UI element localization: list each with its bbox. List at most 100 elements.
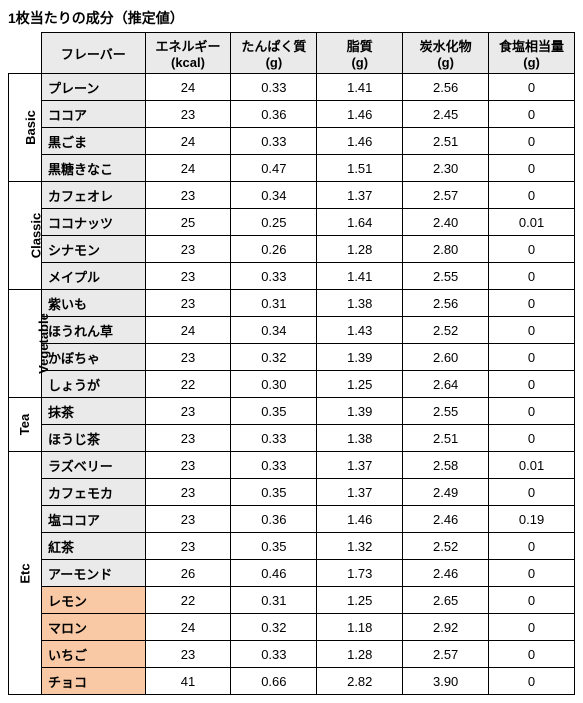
- value-cell: 0: [489, 668, 575, 695]
- table-row: 黒糖きなこ240.471.512.300: [9, 155, 575, 182]
- flavor-cell: しょうが: [42, 371, 146, 398]
- value-cell: 0: [489, 74, 575, 101]
- value-cell: 0.35: [231, 533, 317, 560]
- value-cell: 23: [145, 236, 231, 263]
- value-cell: 1.38: [317, 290, 403, 317]
- value-cell: 1.43: [317, 317, 403, 344]
- table-row: マロン240.321.182.920: [9, 614, 575, 641]
- value-cell: 0: [489, 479, 575, 506]
- value-cell: 24: [145, 317, 231, 344]
- value-cell: 1.37: [317, 182, 403, 209]
- flavor-cell: 黒糖きなこ: [42, 155, 146, 182]
- value-cell: 0.26: [231, 236, 317, 263]
- flavor-cell: いちご: [42, 641, 146, 668]
- flavor-cell: メイプル: [42, 263, 146, 290]
- value-cell: 1.39: [317, 398, 403, 425]
- value-cell: 0: [489, 155, 575, 182]
- flavor-cell: 黒ごま: [42, 128, 146, 155]
- value-cell: 2.82: [317, 668, 403, 695]
- value-cell: 2.56: [403, 290, 489, 317]
- flavor-cell: 紅茶: [42, 533, 146, 560]
- value-cell: 23: [145, 452, 231, 479]
- value-cell: 1.41: [317, 263, 403, 290]
- value-cell: 0: [489, 236, 575, 263]
- flavor-cell: 抹茶: [42, 398, 146, 425]
- value-cell: 2.56: [403, 74, 489, 101]
- table-row: しょうが220.301.252.640: [9, 371, 575, 398]
- value-cell: 1.32: [317, 533, 403, 560]
- value-cell: 2.52: [403, 533, 489, 560]
- value-cell: 0.32: [231, 344, 317, 371]
- value-cell: 24: [145, 74, 231, 101]
- flavor-cell: レモン: [42, 587, 146, 614]
- value-cell: 2.51: [403, 128, 489, 155]
- col-salt: 食塩相当量 (g): [489, 33, 575, 74]
- value-cell: 2.45: [403, 101, 489, 128]
- value-cell: 23: [145, 101, 231, 128]
- value-cell: 0.35: [231, 398, 317, 425]
- value-cell: 25: [145, 209, 231, 236]
- value-cell: 2.92: [403, 614, 489, 641]
- value-cell: 1.46: [317, 101, 403, 128]
- value-cell: 2.58: [403, 452, 489, 479]
- col-energy: エネルギー (kcal): [145, 33, 231, 74]
- value-cell: 0.32: [231, 614, 317, 641]
- value-cell: 1.46: [317, 128, 403, 155]
- value-cell: 0: [489, 614, 575, 641]
- value-cell: 0: [489, 263, 575, 290]
- value-cell: 24: [145, 128, 231, 155]
- table-row: ほうじ茶230.331.382.510: [9, 425, 575, 452]
- value-cell: 23: [145, 533, 231, 560]
- value-cell: 0.30: [231, 371, 317, 398]
- value-cell: 2.46: [403, 506, 489, 533]
- value-cell: 23: [145, 479, 231, 506]
- value-cell: 26: [145, 560, 231, 587]
- table-title: 1枚当たりの成分（推定値）: [8, 8, 575, 28]
- flavor-cell: ココア: [42, 101, 146, 128]
- value-cell: 2.57: [403, 182, 489, 209]
- value-cell: 24: [145, 155, 231, 182]
- value-cell: 0: [489, 641, 575, 668]
- value-cell: 1.64: [317, 209, 403, 236]
- table-row: メイプル230.331.412.550: [9, 263, 575, 290]
- table-row: いちご230.331.282.570: [9, 641, 575, 668]
- value-cell: 0: [489, 317, 575, 344]
- flavor-cell: マロン: [42, 614, 146, 641]
- value-cell: 23: [145, 506, 231, 533]
- value-cell: 24: [145, 614, 231, 641]
- category-cell: Basic: [9, 74, 42, 182]
- table-row: Tea抹茶230.351.392.550: [9, 398, 575, 425]
- table-row: アーモンド260.461.732.460: [9, 560, 575, 587]
- flavor-cell: かぼちゃ: [42, 344, 146, 371]
- value-cell: 0: [489, 101, 575, 128]
- value-cell: 0: [489, 128, 575, 155]
- value-cell: 0: [489, 290, 575, 317]
- table-row: 塩ココア230.361.462.460.19: [9, 506, 575, 533]
- flavor-cell: 塩ココア: [42, 506, 146, 533]
- table-row: カフェモカ230.351.372.490: [9, 479, 575, 506]
- value-cell: 0.33: [231, 263, 317, 290]
- value-cell: 23: [145, 344, 231, 371]
- value-cell: 0: [489, 587, 575, 614]
- table-row: シナモン230.261.282.800: [9, 236, 575, 263]
- value-cell: 2.49: [403, 479, 489, 506]
- value-cell: 1.38: [317, 425, 403, 452]
- table-row: Basicプレーン240.331.412.560: [9, 74, 575, 101]
- flavor-cell: カフェオレ: [42, 182, 146, 209]
- value-cell: 0.33: [231, 452, 317, 479]
- flavor-cell: シナモン: [42, 236, 146, 263]
- value-cell: 0.36: [231, 506, 317, 533]
- table-row: レモン220.311.252.650: [9, 587, 575, 614]
- corner-cell: [9, 33, 42, 74]
- flavor-cell: プレーン: [42, 74, 146, 101]
- value-cell: 0: [489, 371, 575, 398]
- value-cell: 0.31: [231, 587, 317, 614]
- value-cell: 1.37: [317, 479, 403, 506]
- value-cell: 23: [145, 182, 231, 209]
- value-cell: 23: [145, 641, 231, 668]
- col-protein: たんぱく質 (g): [231, 33, 317, 74]
- value-cell: 0: [489, 560, 575, 587]
- value-cell: 2.65: [403, 587, 489, 614]
- value-cell: 1.25: [317, 371, 403, 398]
- value-cell: 2.51: [403, 425, 489, 452]
